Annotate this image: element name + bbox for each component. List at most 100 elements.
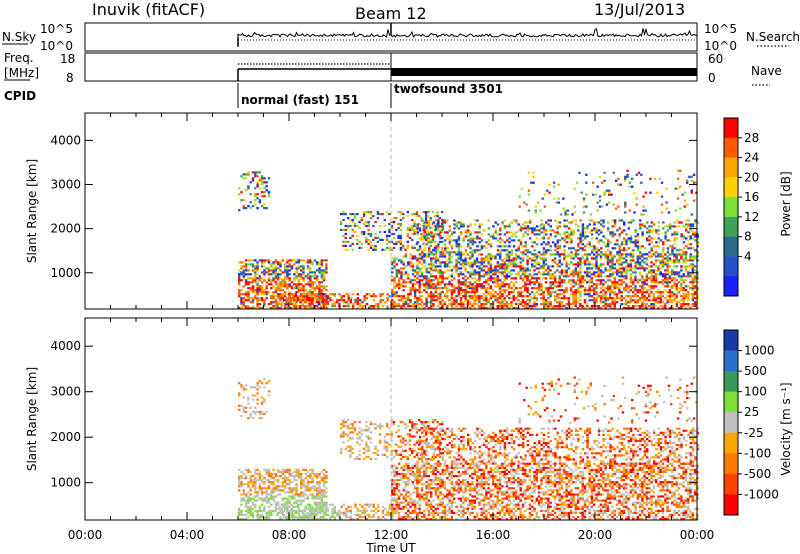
power-cell bbox=[238, 273, 241, 276]
power-cell bbox=[446, 247, 449, 250]
power-cell bbox=[553, 257, 557, 260]
power-cell bbox=[423, 307, 426, 310]
power-cell bbox=[544, 303, 548, 306]
power-cell bbox=[593, 253, 596, 256]
velocity-cell bbox=[286, 505, 289, 508]
power-cell bbox=[288, 269, 291, 272]
power-cell bbox=[395, 228, 398, 232]
power-cell bbox=[606, 305, 610, 308]
power-cell bbox=[521, 271, 525, 274]
power-cell bbox=[274, 267, 278, 270]
power-cell bbox=[399, 211, 403, 214]
power-cell bbox=[682, 257, 685, 260]
power-cell bbox=[267, 303, 271, 306]
velocity-cell bbox=[320, 493, 323, 496]
power-cell bbox=[600, 223, 603, 226]
power-cell bbox=[376, 240, 380, 243]
velocity-cell bbox=[238, 382, 241, 385]
power-cell bbox=[599, 279, 603, 282]
power-cell bbox=[485, 307, 488, 310]
power-cell bbox=[313, 271, 317, 274]
power-cell bbox=[413, 289, 417, 292]
velocity-cell bbox=[277, 481, 280, 484]
velocity-cell bbox=[272, 495, 275, 498]
power-cell bbox=[256, 305, 259, 308]
velocity-cell bbox=[326, 509, 330, 512]
power-cell bbox=[492, 277, 495, 280]
power-cell bbox=[655, 229, 658, 232]
velocity-cell bbox=[258, 479, 262, 482]
velocity-cell bbox=[249, 414, 252, 418]
power-cell bbox=[277, 273, 280, 276]
power-cell bbox=[369, 244, 373, 247]
power-cell bbox=[544, 287, 548, 290]
power-cell bbox=[617, 183, 620, 186]
power-cell bbox=[595, 299, 598, 302]
power-cell bbox=[346, 240, 350, 243]
power-cell bbox=[579, 269, 582, 272]
power-cell bbox=[383, 248, 386, 251]
power-cell bbox=[425, 243, 429, 246]
power-cell bbox=[281, 285, 284, 288]
power-cell bbox=[636, 267, 639, 270]
power-cell bbox=[374, 246, 377, 249]
power-cell bbox=[673, 221, 676, 224]
velocity-cell bbox=[258, 417, 262, 420]
velocity-cell bbox=[256, 499, 259, 502]
power-cell bbox=[510, 305, 513, 308]
velocity-cell bbox=[242, 491, 245, 494]
velocity-cell bbox=[310, 515, 314, 519]
power-cell bbox=[254, 307, 257, 310]
power-cell bbox=[411, 257, 415, 260]
power-cell bbox=[322, 293, 325, 296]
power-cell bbox=[344, 244, 347, 247]
velocity-cell bbox=[256, 392, 259, 395]
power-cell bbox=[641, 291, 644, 294]
power-cell bbox=[413, 230, 416, 234]
velocity-cell bbox=[238, 507, 241, 510]
power-cell bbox=[693, 269, 697, 272]
power-cell bbox=[668, 285, 672, 288]
power-cell bbox=[421, 253, 424, 256]
velocity-cell bbox=[272, 509, 275, 512]
power-cell bbox=[487, 239, 490, 242]
power-cell bbox=[568, 227, 571, 230]
power-cell bbox=[542, 271, 545, 274]
power-cell bbox=[395, 242, 398, 245]
power-cell bbox=[469, 233, 472, 236]
power-cell bbox=[657, 259, 660, 262]
power-cell bbox=[602, 305, 605, 308]
power-cells bbox=[238, 113, 699, 310]
power-cell bbox=[529, 219, 532, 222]
velocity-cell bbox=[290, 495, 294, 498]
power-cell bbox=[654, 273, 658, 276]
velocity-cell bbox=[325, 507, 328, 510]
power-cell bbox=[604, 255, 607, 258]
power-cell bbox=[675, 297, 678, 300]
power-cell bbox=[408, 226, 412, 230]
power-cell bbox=[471, 265, 474, 268]
power-cell bbox=[558, 271, 561, 274]
power-cell bbox=[622, 287, 626, 290]
power-cell bbox=[462, 277, 465, 280]
velocity-cell bbox=[318, 509, 321, 512]
power-cell bbox=[430, 231, 433, 234]
power-cell bbox=[256, 287, 259, 290]
power-cell bbox=[448, 251, 451, 254]
power-cell bbox=[653, 177, 657, 180]
power-cell bbox=[515, 221, 518, 224]
velocity-cell bbox=[324, 509, 327, 512]
power-cell bbox=[392, 222, 396, 226]
velocity-cell bbox=[309, 515, 312, 519]
power-cell bbox=[404, 307, 408, 310]
power-cell bbox=[517, 255, 520, 258]
power-cell bbox=[613, 281, 616, 284]
power-cell bbox=[277, 307, 280, 310]
power-cell bbox=[432, 285, 435, 288]
power-cell bbox=[415, 228, 419, 232]
power-cell bbox=[494, 265, 497, 268]
power-cell bbox=[675, 287, 678, 290]
power-cell bbox=[632, 257, 635, 260]
velocity-cell bbox=[240, 499, 243, 502]
velocity-cell bbox=[309, 481, 312, 484]
